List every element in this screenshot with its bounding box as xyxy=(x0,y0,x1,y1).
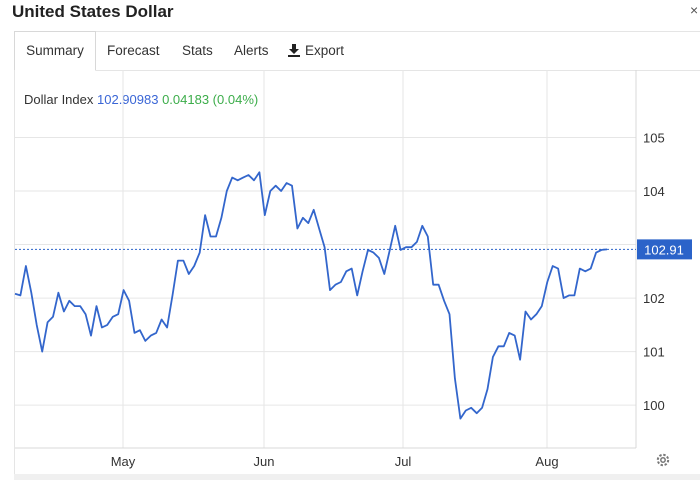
y-tick-label: 104 xyxy=(643,184,665,199)
y-tick-label: 100 xyxy=(643,398,665,413)
close-icon[interactable]: × xyxy=(690,2,699,18)
legend-value: 102.90983 xyxy=(97,92,159,107)
x-tick-label: Jul xyxy=(395,454,412,469)
tab-alerts-label: Alerts xyxy=(234,43,269,58)
chart-legend: Dollar Index 102.90983 0.04183 (0.04%) xyxy=(24,92,258,107)
tab-export[interactable]: Export xyxy=(287,32,344,70)
chart-panel xyxy=(14,70,700,480)
current-value-label: 102.91 xyxy=(644,242,684,257)
download-icon xyxy=(288,44,300,57)
x-tick-label: Aug xyxy=(535,454,558,469)
tab-stats-label: Stats xyxy=(182,43,213,58)
tab-summary[interactable]: Summary xyxy=(14,31,96,71)
page-title: United States Dollar xyxy=(12,2,174,21)
tab-stats[interactable]: Stats xyxy=(182,32,213,70)
tab-forecast-label: Forecast xyxy=(107,43,160,58)
tab-export-label: Export xyxy=(305,43,345,58)
series-line xyxy=(14,171,608,420)
bottom-strip xyxy=(14,474,700,480)
tab-summary-label: Summary xyxy=(26,43,84,58)
tab-forecast[interactable]: Forecast xyxy=(107,32,160,70)
y-tick-label: 101 xyxy=(643,345,665,360)
x-tick-label: May xyxy=(111,454,136,469)
y-tick-label: 102 xyxy=(643,291,665,306)
tab-alerts[interactable]: Alerts xyxy=(234,32,269,70)
x-tick-label: Jun xyxy=(254,454,275,469)
y-tick-label: 105 xyxy=(643,130,665,145)
legend-label: Dollar Index xyxy=(24,92,94,107)
legend-change: 0.04183 (0.04%) xyxy=(162,92,259,107)
current-value-tag xyxy=(637,239,692,260)
tab-bar: Summary Forecast Stats Alerts Export xyxy=(14,31,700,71)
gear-icon[interactable] xyxy=(655,452,671,468)
